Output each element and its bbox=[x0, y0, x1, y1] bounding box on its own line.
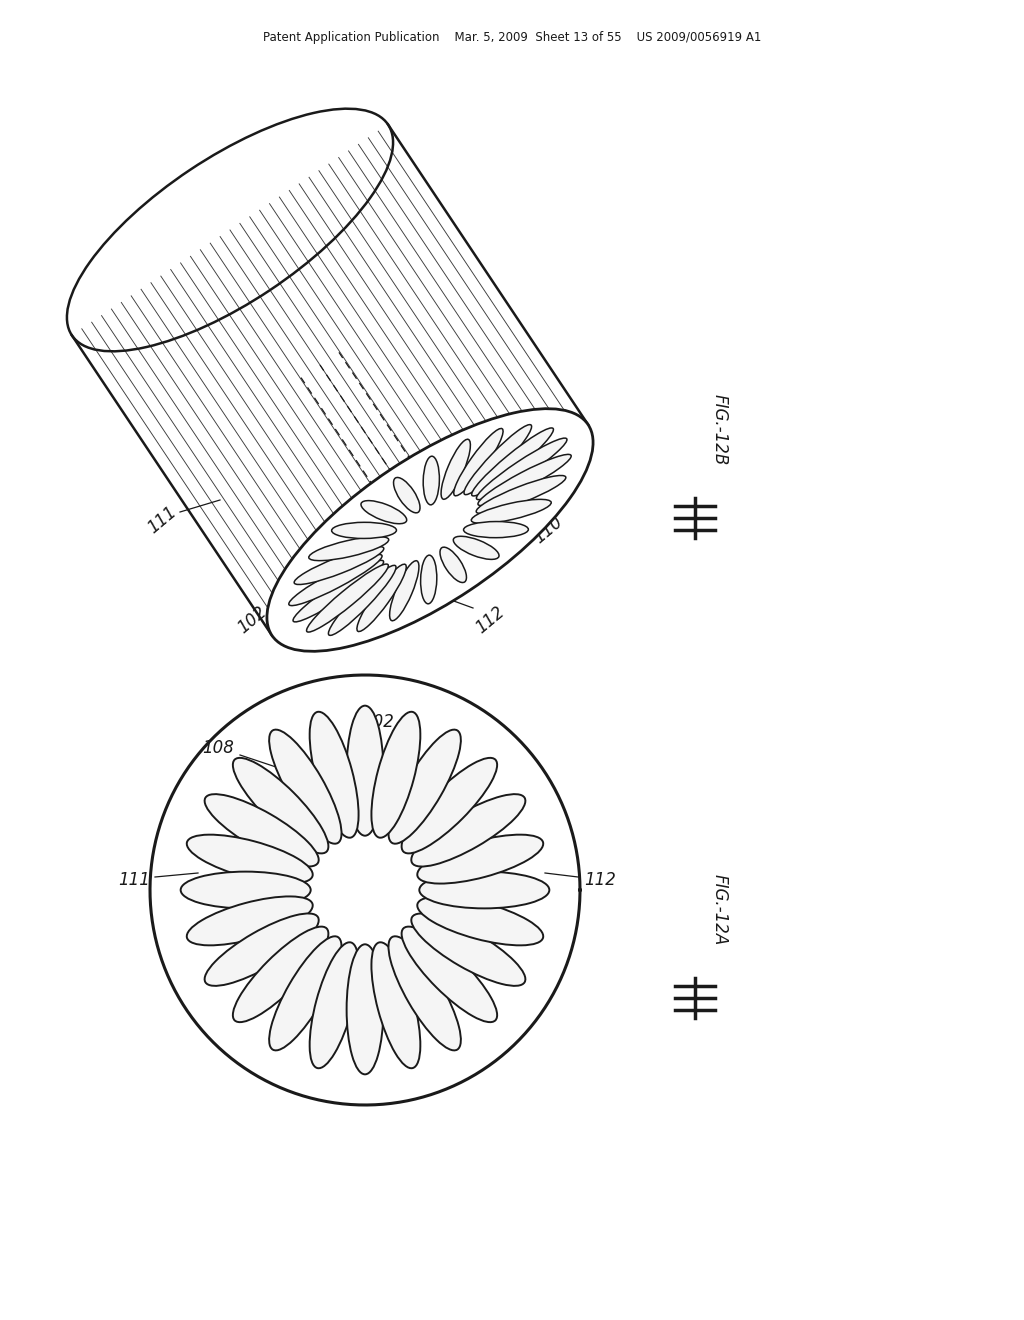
Ellipse shape bbox=[186, 896, 312, 945]
Ellipse shape bbox=[372, 942, 420, 1068]
Ellipse shape bbox=[269, 730, 342, 843]
Ellipse shape bbox=[205, 913, 318, 986]
Text: FIG.-12B: FIG.-12B bbox=[711, 395, 729, 466]
Text: 110: 110 bbox=[530, 513, 566, 546]
Ellipse shape bbox=[478, 454, 571, 506]
Ellipse shape bbox=[293, 561, 384, 622]
Ellipse shape bbox=[306, 564, 388, 632]
Ellipse shape bbox=[476, 438, 567, 500]
Text: 111: 111 bbox=[144, 503, 180, 537]
Ellipse shape bbox=[412, 795, 525, 866]
Ellipse shape bbox=[388, 936, 461, 1051]
Ellipse shape bbox=[309, 942, 358, 1068]
Ellipse shape bbox=[372, 711, 420, 838]
Text: 102: 102 bbox=[362, 713, 394, 731]
Text: 112: 112 bbox=[584, 871, 616, 888]
Ellipse shape bbox=[412, 913, 525, 986]
Text: 102: 102 bbox=[234, 603, 270, 638]
Ellipse shape bbox=[464, 521, 528, 537]
Ellipse shape bbox=[232, 927, 329, 1022]
Ellipse shape bbox=[440, 548, 467, 582]
Ellipse shape bbox=[294, 546, 384, 585]
Text: 111: 111 bbox=[118, 871, 150, 888]
Ellipse shape bbox=[232, 758, 329, 854]
Ellipse shape bbox=[205, 795, 318, 866]
Text: Patent Application Publication    Mar. 5, 2009  Sheet 13 of 55    US 2009/005691: Patent Application Publication Mar. 5, 2… bbox=[263, 30, 761, 44]
Ellipse shape bbox=[417, 896, 544, 945]
Ellipse shape bbox=[346, 706, 383, 836]
Ellipse shape bbox=[454, 536, 499, 560]
Ellipse shape bbox=[309, 536, 389, 561]
Ellipse shape bbox=[180, 871, 310, 908]
Ellipse shape bbox=[472, 428, 553, 496]
Text: FIG.-12A: FIG.-12A bbox=[711, 874, 729, 945]
Ellipse shape bbox=[454, 429, 503, 496]
Ellipse shape bbox=[357, 564, 407, 631]
Ellipse shape bbox=[389, 561, 419, 620]
Ellipse shape bbox=[423, 457, 439, 504]
Ellipse shape bbox=[393, 478, 420, 513]
Ellipse shape bbox=[401, 758, 497, 854]
Ellipse shape bbox=[476, 475, 566, 513]
Ellipse shape bbox=[332, 523, 396, 539]
Ellipse shape bbox=[421, 556, 437, 603]
Ellipse shape bbox=[186, 834, 312, 883]
Ellipse shape bbox=[417, 834, 544, 883]
Ellipse shape bbox=[289, 554, 382, 606]
Ellipse shape bbox=[346, 944, 383, 1074]
Ellipse shape bbox=[269, 936, 342, 1051]
Ellipse shape bbox=[388, 730, 461, 843]
Ellipse shape bbox=[309, 711, 358, 838]
Ellipse shape bbox=[441, 440, 470, 499]
Ellipse shape bbox=[464, 425, 531, 495]
Ellipse shape bbox=[401, 927, 497, 1022]
Ellipse shape bbox=[329, 565, 396, 635]
Text: 112: 112 bbox=[472, 603, 508, 638]
Ellipse shape bbox=[267, 409, 593, 651]
Ellipse shape bbox=[419, 871, 549, 908]
Text: 108: 108 bbox=[202, 739, 233, 756]
Ellipse shape bbox=[360, 500, 407, 524]
Ellipse shape bbox=[471, 499, 551, 524]
